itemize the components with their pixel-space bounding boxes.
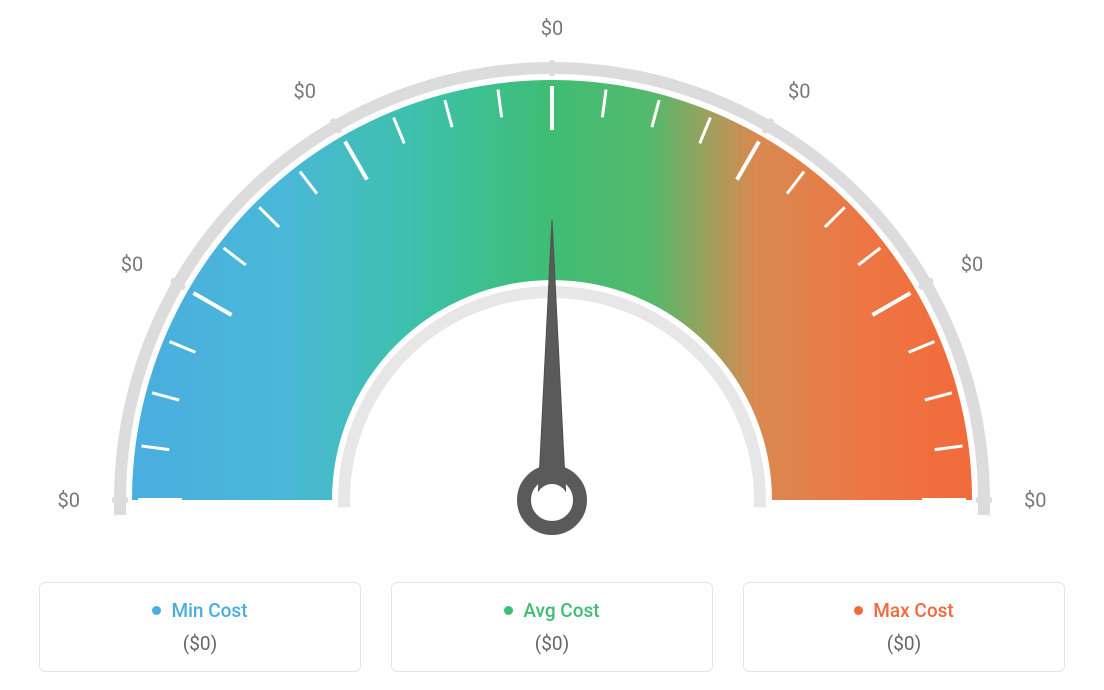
gauge-tick-label: $0 xyxy=(58,488,80,512)
legend-value-max: ($0) xyxy=(887,632,921,655)
gauge-tick-label: $0 xyxy=(121,252,143,276)
cost-gauge: $0 $0 $0 $0 $0 $0 $0 xyxy=(22,10,1082,570)
gauge-svg: $0 $0 $0 $0 $0 $0 $0 xyxy=(22,10,1082,570)
legend-head: Avg Cost xyxy=(504,599,599,622)
legend-dot-avg xyxy=(504,606,513,615)
legend-head: Max Cost xyxy=(854,599,953,622)
legend-row: Min Cost ($0) Avg Cost ($0) Max Cost ($0… xyxy=(39,582,1065,672)
gauge-tick-label: $0 xyxy=(1024,488,1046,512)
legend-label-avg: Avg Cost xyxy=(523,599,599,622)
legend-value-avg: ($0) xyxy=(535,632,569,655)
gauge-tick-label: $0 xyxy=(541,16,563,40)
legend-value-min: ($0) xyxy=(183,632,217,655)
legend-head: Min Cost xyxy=(152,599,247,622)
gauge-tick-label: $0 xyxy=(788,79,810,103)
gauge-hub-hole xyxy=(536,484,568,516)
gauge-tick-label: $0 xyxy=(961,252,983,276)
legend-dot-min xyxy=(152,606,161,615)
legend-label-max: Max Cost xyxy=(873,599,953,622)
legend-label-min: Min Cost xyxy=(171,599,247,622)
legend-dot-max xyxy=(854,606,863,615)
gauge-tick-label: $0 xyxy=(294,79,316,103)
legend-card-avg: Avg Cost ($0) xyxy=(391,582,713,672)
legend-card-min: Min Cost ($0) xyxy=(39,582,361,672)
legend-card-max: Max Cost ($0) xyxy=(743,582,1065,672)
